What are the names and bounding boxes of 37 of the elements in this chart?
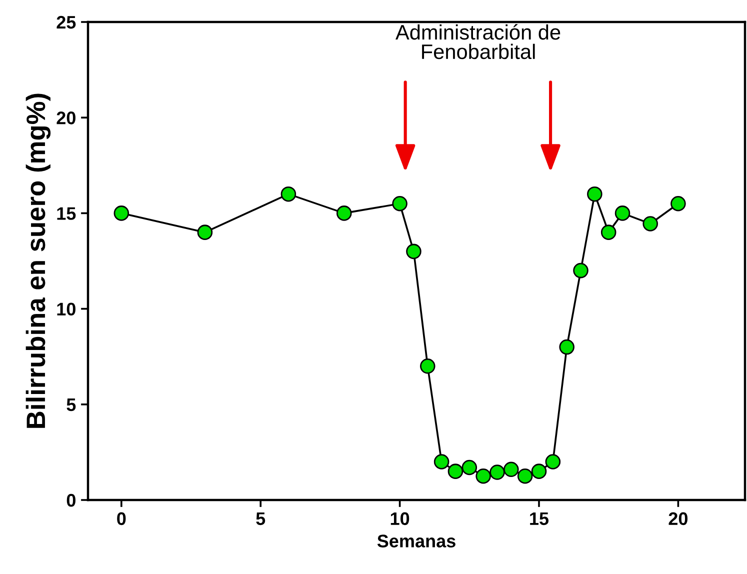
point xyxy=(406,244,422,260)
point xyxy=(114,206,130,221)
point xyxy=(490,464,505,480)
point xyxy=(434,454,450,470)
point xyxy=(642,216,658,232)
point xyxy=(476,468,491,484)
point xyxy=(448,464,464,479)
point xyxy=(504,462,519,478)
point xyxy=(420,358,436,374)
point xyxy=(462,460,478,476)
point xyxy=(573,262,588,278)
y-tick-label: 5 xyxy=(66,398,76,412)
point xyxy=(587,186,602,202)
point xyxy=(600,224,616,240)
point xyxy=(614,206,630,221)
y-tick-label: 15 xyxy=(57,207,76,220)
point xyxy=(280,186,296,202)
y-tick-label: 20 xyxy=(56,112,76,124)
x-tick-label: 5 xyxy=(256,512,266,526)
x-tick-label: 15 xyxy=(530,512,549,526)
y-tick-label: 25 xyxy=(56,16,76,29)
point xyxy=(517,468,533,484)
y-axis-title: Bilirrubina en suero (mg%) xyxy=(26,94,51,428)
x-axis-title: Semanas xyxy=(377,534,456,548)
x-tick-label: 10 xyxy=(390,512,410,526)
y-tick-label: 10 xyxy=(57,302,76,316)
point xyxy=(336,206,352,221)
point xyxy=(531,464,547,479)
point xyxy=(545,454,561,470)
point xyxy=(392,196,408,212)
point xyxy=(559,339,574,355)
y-tick-label: 0 xyxy=(66,494,76,507)
x-tick-label: 20 xyxy=(668,512,688,526)
point xyxy=(670,196,686,212)
annotation: Administración de Fenobarbital xyxy=(396,24,560,60)
point xyxy=(197,224,213,240)
x-tick-label: 0 xyxy=(117,512,126,526)
